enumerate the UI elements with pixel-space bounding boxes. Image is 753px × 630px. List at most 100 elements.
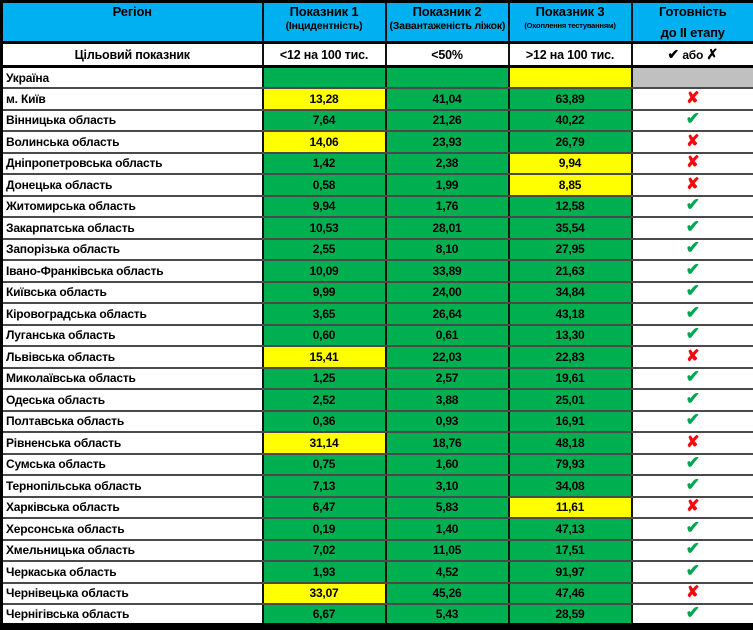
indicator3-cell: 16,91 <box>509 411 632 433</box>
indicator1-cell: 2,55 <box>263 239 386 261</box>
readiness-cell: ✔ <box>632 540 753 562</box>
indicator3-cell: 47,13 <box>509 518 632 540</box>
table-row: Житомирська область 9,94 1,76 12,58 ✔ <box>2 196 753 218</box>
check-icon: ✔ <box>686 520 700 536</box>
indicator2-cell: 28,01 <box>386 217 509 239</box>
region-name: Чернівецька область <box>2 583 263 605</box>
readiness-cell: ✔ <box>632 110 753 132</box>
indicator1-cell: 10,53 <box>263 217 386 239</box>
target-value-indicator2: <50% <box>386 43 509 67</box>
table-row: Луганська область 0,60 0,61 13,30 ✔ <box>2 325 753 347</box>
readiness-cell: ✔ <box>632 303 753 325</box>
x-icon: ✗ <box>706 46 718 62</box>
readiness-cell: ✔ <box>632 454 753 476</box>
indicator1-cell: 0,36 <box>263 411 386 433</box>
indicator1-cell: 9,99 <box>263 282 386 304</box>
region-name: Черкаська область <box>2 561 263 583</box>
target-label: Цільовий показник <box>2 43 263 67</box>
table-row: Івано-Франківська область 10,09 33,89 21… <box>2 260 753 282</box>
region-name: Україна <box>2 67 263 89</box>
table-row: Миколаївська область 1,25 2,57 19,61 ✔ <box>2 368 753 390</box>
table-row: Закарпатська область 10,53 28,01 35,54 ✔ <box>2 217 753 239</box>
table-row: Волинська область 14,06 23,93 26,79 ✘ <box>2 131 753 153</box>
indicator3-cell: 13,30 <box>509 325 632 347</box>
or-text: або <box>682 48 703 62</box>
readiness-cell: ✘ <box>632 432 753 454</box>
indicator3-cell: 11,61 <box>509 497 632 519</box>
check-icon: ✔ <box>686 391 700 407</box>
indicator3-cell: 34,08 <box>509 475 632 497</box>
indicator3-cell: 12,58 <box>509 196 632 218</box>
x-icon: ✘ <box>686 155 699 171</box>
check-icon: ✔ <box>686 197 700 213</box>
target-value-readiness: ✔ або ✗ <box>632 43 753 67</box>
check-icon: ✔ <box>686 563 700 579</box>
region-name: Київська область <box>2 282 263 304</box>
indicator2-cell: 5,83 <box>386 497 509 519</box>
indicator1-cell: 14,06 <box>263 131 386 153</box>
region-name: Волинська область <box>2 131 263 153</box>
x-icon: ✘ <box>686 499 699 515</box>
check-icon: ✔ <box>686 283 700 299</box>
region-name: Львівська область <box>2 346 263 368</box>
readiness-cell: ✔ <box>632 561 753 583</box>
indicator3-cell: 28,59 <box>509 604 632 627</box>
table-row: Чернівецька область 33,07 45,26 47,46 ✘ <box>2 583 753 605</box>
region-name: Херсонська область <box>2 518 263 540</box>
indicator2-cell: 11,05 <box>386 540 509 562</box>
indicator2-cell: 1,40 <box>386 518 509 540</box>
x-icon: ✘ <box>686 134 699 150</box>
indicator2-cell: 8,10 <box>386 239 509 261</box>
table-row: Вінницька область 7,64 21,26 40,22 ✔ <box>2 110 753 132</box>
region-name: Тернопільська область <box>2 475 263 497</box>
readiness-cell: ✔ <box>632 325 753 347</box>
indicator3-cell: 22,83 <box>509 346 632 368</box>
indicator1-cell: 0,60 <box>263 325 386 347</box>
check-icon: ✔ <box>686 455 700 471</box>
indicator2-cell: 1,60 <box>386 454 509 476</box>
indicator1-cell: 13,28 <box>263 88 386 110</box>
table-row: Київська область 9,99 24,00 34,84 ✔ <box>2 282 753 304</box>
region-name: Миколаївська область <box>2 368 263 390</box>
column-subtitle: (Охоплення тестуванням) <box>513 20 628 31</box>
table-row: Харківська область 6,47 5,83 11,61 ✘ <box>2 497 753 519</box>
region-name: Івано-Франківська область <box>2 260 263 282</box>
column-header-region: Регіон <box>2 2 263 43</box>
check-icon: ✔ <box>686 305 700 321</box>
region-name: Донецька область <box>2 174 263 196</box>
table-row: Донецька область 0,58 1,99 8,85 ✘ <box>2 174 753 196</box>
column-header-indicator2: Показник 2 (Завантаженість ліжок) <box>386 2 509 43</box>
table-row: Херсонська область 0,19 1,40 47,13 ✔ <box>2 518 753 540</box>
table-row: Полтавська область 0,36 0,93 16,91 ✔ <box>2 411 753 433</box>
region-name: Запорізька область <box>2 239 263 261</box>
column-header-readiness: Готовність до II етапу <box>632 2 753 43</box>
indicator1-cell: 7,64 <box>263 110 386 132</box>
x-icon: ✘ <box>686 585 699 601</box>
region-name: Полтавська область <box>2 411 263 433</box>
column-header-indicator3: Показник 3 (Охоплення тестуванням) <box>509 2 632 43</box>
column-subtitle: до II етапу <box>636 25 751 40</box>
indicator2-cell: 3,10 <box>386 475 509 497</box>
readiness-cell: ✔ <box>632 475 753 497</box>
region-name: Закарпатська область <box>2 217 263 239</box>
indicator1-cell: 1,42 <box>263 153 386 175</box>
indicator2-cell: 24,00 <box>386 282 509 304</box>
table-row: Дніпропетровська область 1,42 2,38 9,94 … <box>2 153 753 175</box>
indicator3-cell <box>509 67 632 89</box>
table-row: Запорізька область 2,55 8,10 27,95 ✔ <box>2 239 753 261</box>
region-name: Кіровоградська область <box>2 303 263 325</box>
readiness-cell: ✔ <box>632 368 753 390</box>
indicator2-cell: 41,04 <box>386 88 509 110</box>
indicator2-cell: 2,57 <box>386 368 509 390</box>
indicator3-cell: 19,61 <box>509 368 632 390</box>
region-name: Рівненська область <box>2 432 263 454</box>
check-icon: ✔ <box>686 240 700 256</box>
x-icon: ✘ <box>686 91 699 107</box>
readiness-cell: ✔ <box>632 389 753 411</box>
region-name: Одеська область <box>2 389 263 411</box>
readiness-cell: ✘ <box>632 153 753 175</box>
indicator1-cell: 0,19 <box>263 518 386 540</box>
indicator3-cell: 43,18 <box>509 303 632 325</box>
readiness-cell: ✔ <box>632 196 753 218</box>
indicator2-cell: 22,03 <box>386 346 509 368</box>
